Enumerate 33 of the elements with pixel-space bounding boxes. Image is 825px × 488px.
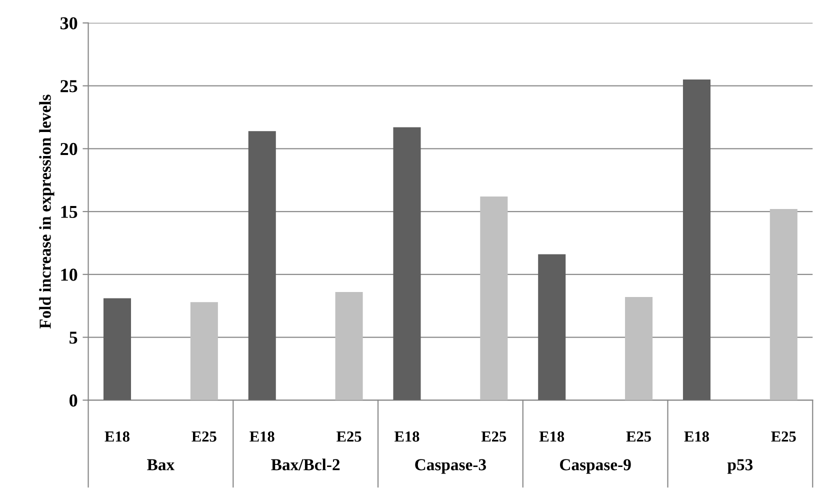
bar: [393, 127, 421, 400]
x-tick-label: Bax: [147, 459, 175, 470]
bar: [480, 196, 508, 400]
text: E18: [539, 431, 564, 442]
text: E25: [626, 431, 651, 442]
y-tick-label: 0: [70, 394, 78, 407]
y-tick-label: 20: [60, 142, 78, 156]
y-tick-label: 5: [70, 332, 78, 344]
text: E25: [336, 431, 362, 442]
y-axis-title: Fold increase in expression levels: [39, 94, 54, 329]
text: E25: [192, 431, 216, 442]
bar: [682, 80, 710, 400]
bar: [190, 302, 218, 400]
y-tick-label: 15: [61, 206, 78, 218]
bar: [248, 131, 276, 400]
text: E18: [684, 431, 709, 442]
x-tick-label: Caspase-3: [415, 459, 486, 474]
y-tick-label: 30: [60, 17, 78, 30]
bar: [770, 209, 798, 400]
bar: [103, 298, 132, 400]
y-tick-label: 25: [60, 80, 78, 92]
y-tick-label: 10: [61, 268, 78, 281]
x-tick-label: p53: [727, 459, 753, 474]
text: E18: [104, 431, 130, 442]
text: E25: [771, 431, 796, 442]
bar: [335, 292, 363, 400]
x-tick-label: Bax/Bcl-2: [271, 458, 340, 470]
bar: [625, 297, 653, 400]
x-tick-label: Caspase-9: [560, 459, 631, 474]
text: E25: [481, 431, 506, 442]
text: E18: [394, 431, 420, 442]
bar: [538, 254, 566, 400]
text: E18: [250, 431, 274, 442]
